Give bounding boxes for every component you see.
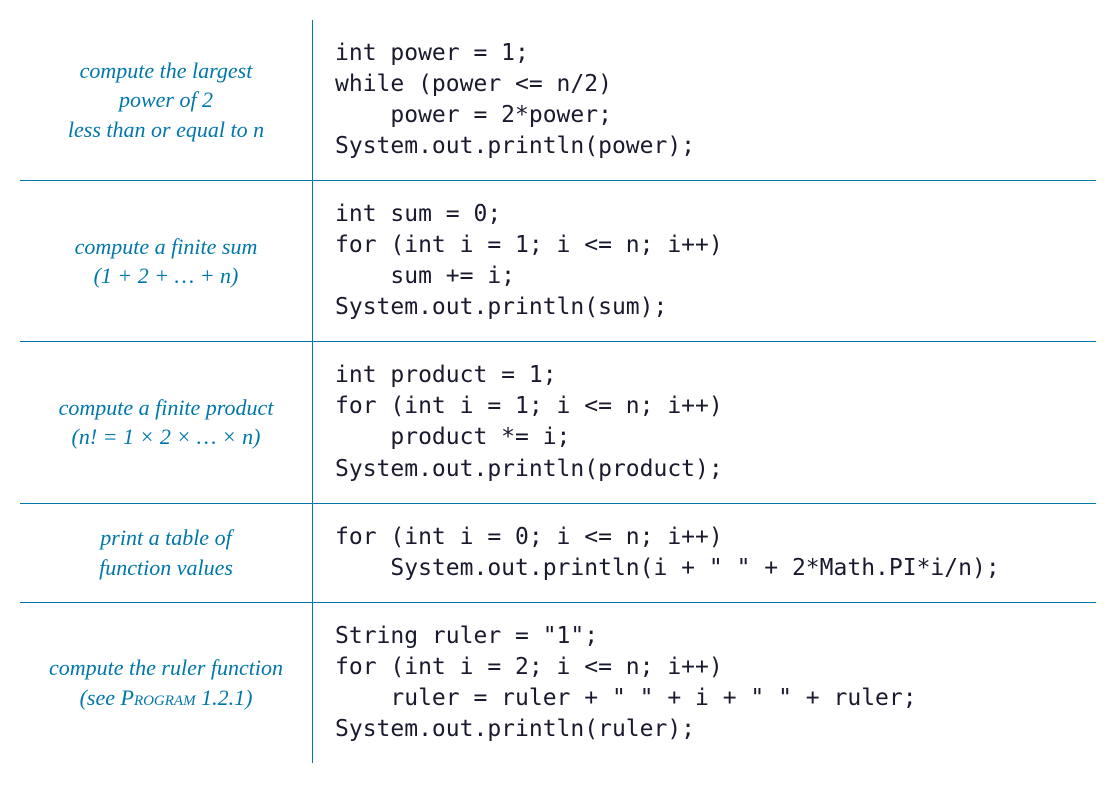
code-examples-table: compute the largestpower of 2less than o… [20, 20, 1096, 763]
description-cell: compute the largestpower of 2less than o… [20, 20, 313, 181]
description-cell: print a table offunction values [20, 503, 313, 602]
table-row: compute the ruler function(see Program 1… [20, 602, 1096, 763]
table-row: print a table offunction values for (int… [20, 503, 1096, 602]
code-cell: String ruler = "1"; for (int i = 2; i <=… [313, 602, 1097, 763]
table-row: compute the largestpower of 2less than o… [20, 20, 1096, 181]
table-row: compute a finite product(n! = 1 × 2 × … … [20, 342, 1096, 503]
code-cell: int product = 1; for (int i = 1; i <= n;… [313, 342, 1097, 503]
code-cell: int power = 1; while (power <= n/2) powe… [313, 20, 1097, 181]
table-row: compute a finite sum(1 + 2 + … + n) int … [20, 181, 1096, 342]
code-cell: int sum = 0; for (int i = 1; i <= n; i++… [313, 181, 1097, 342]
code-cell: for (int i = 0; i <= n; i++) System.out.… [313, 503, 1097, 602]
description-cell: compute the ruler function(see Program 1… [20, 602, 313, 763]
description-cell: compute a finite sum(1 + 2 + … + n) [20, 181, 313, 342]
description-cell: compute a finite product(n! = 1 × 2 × … … [20, 342, 313, 503]
